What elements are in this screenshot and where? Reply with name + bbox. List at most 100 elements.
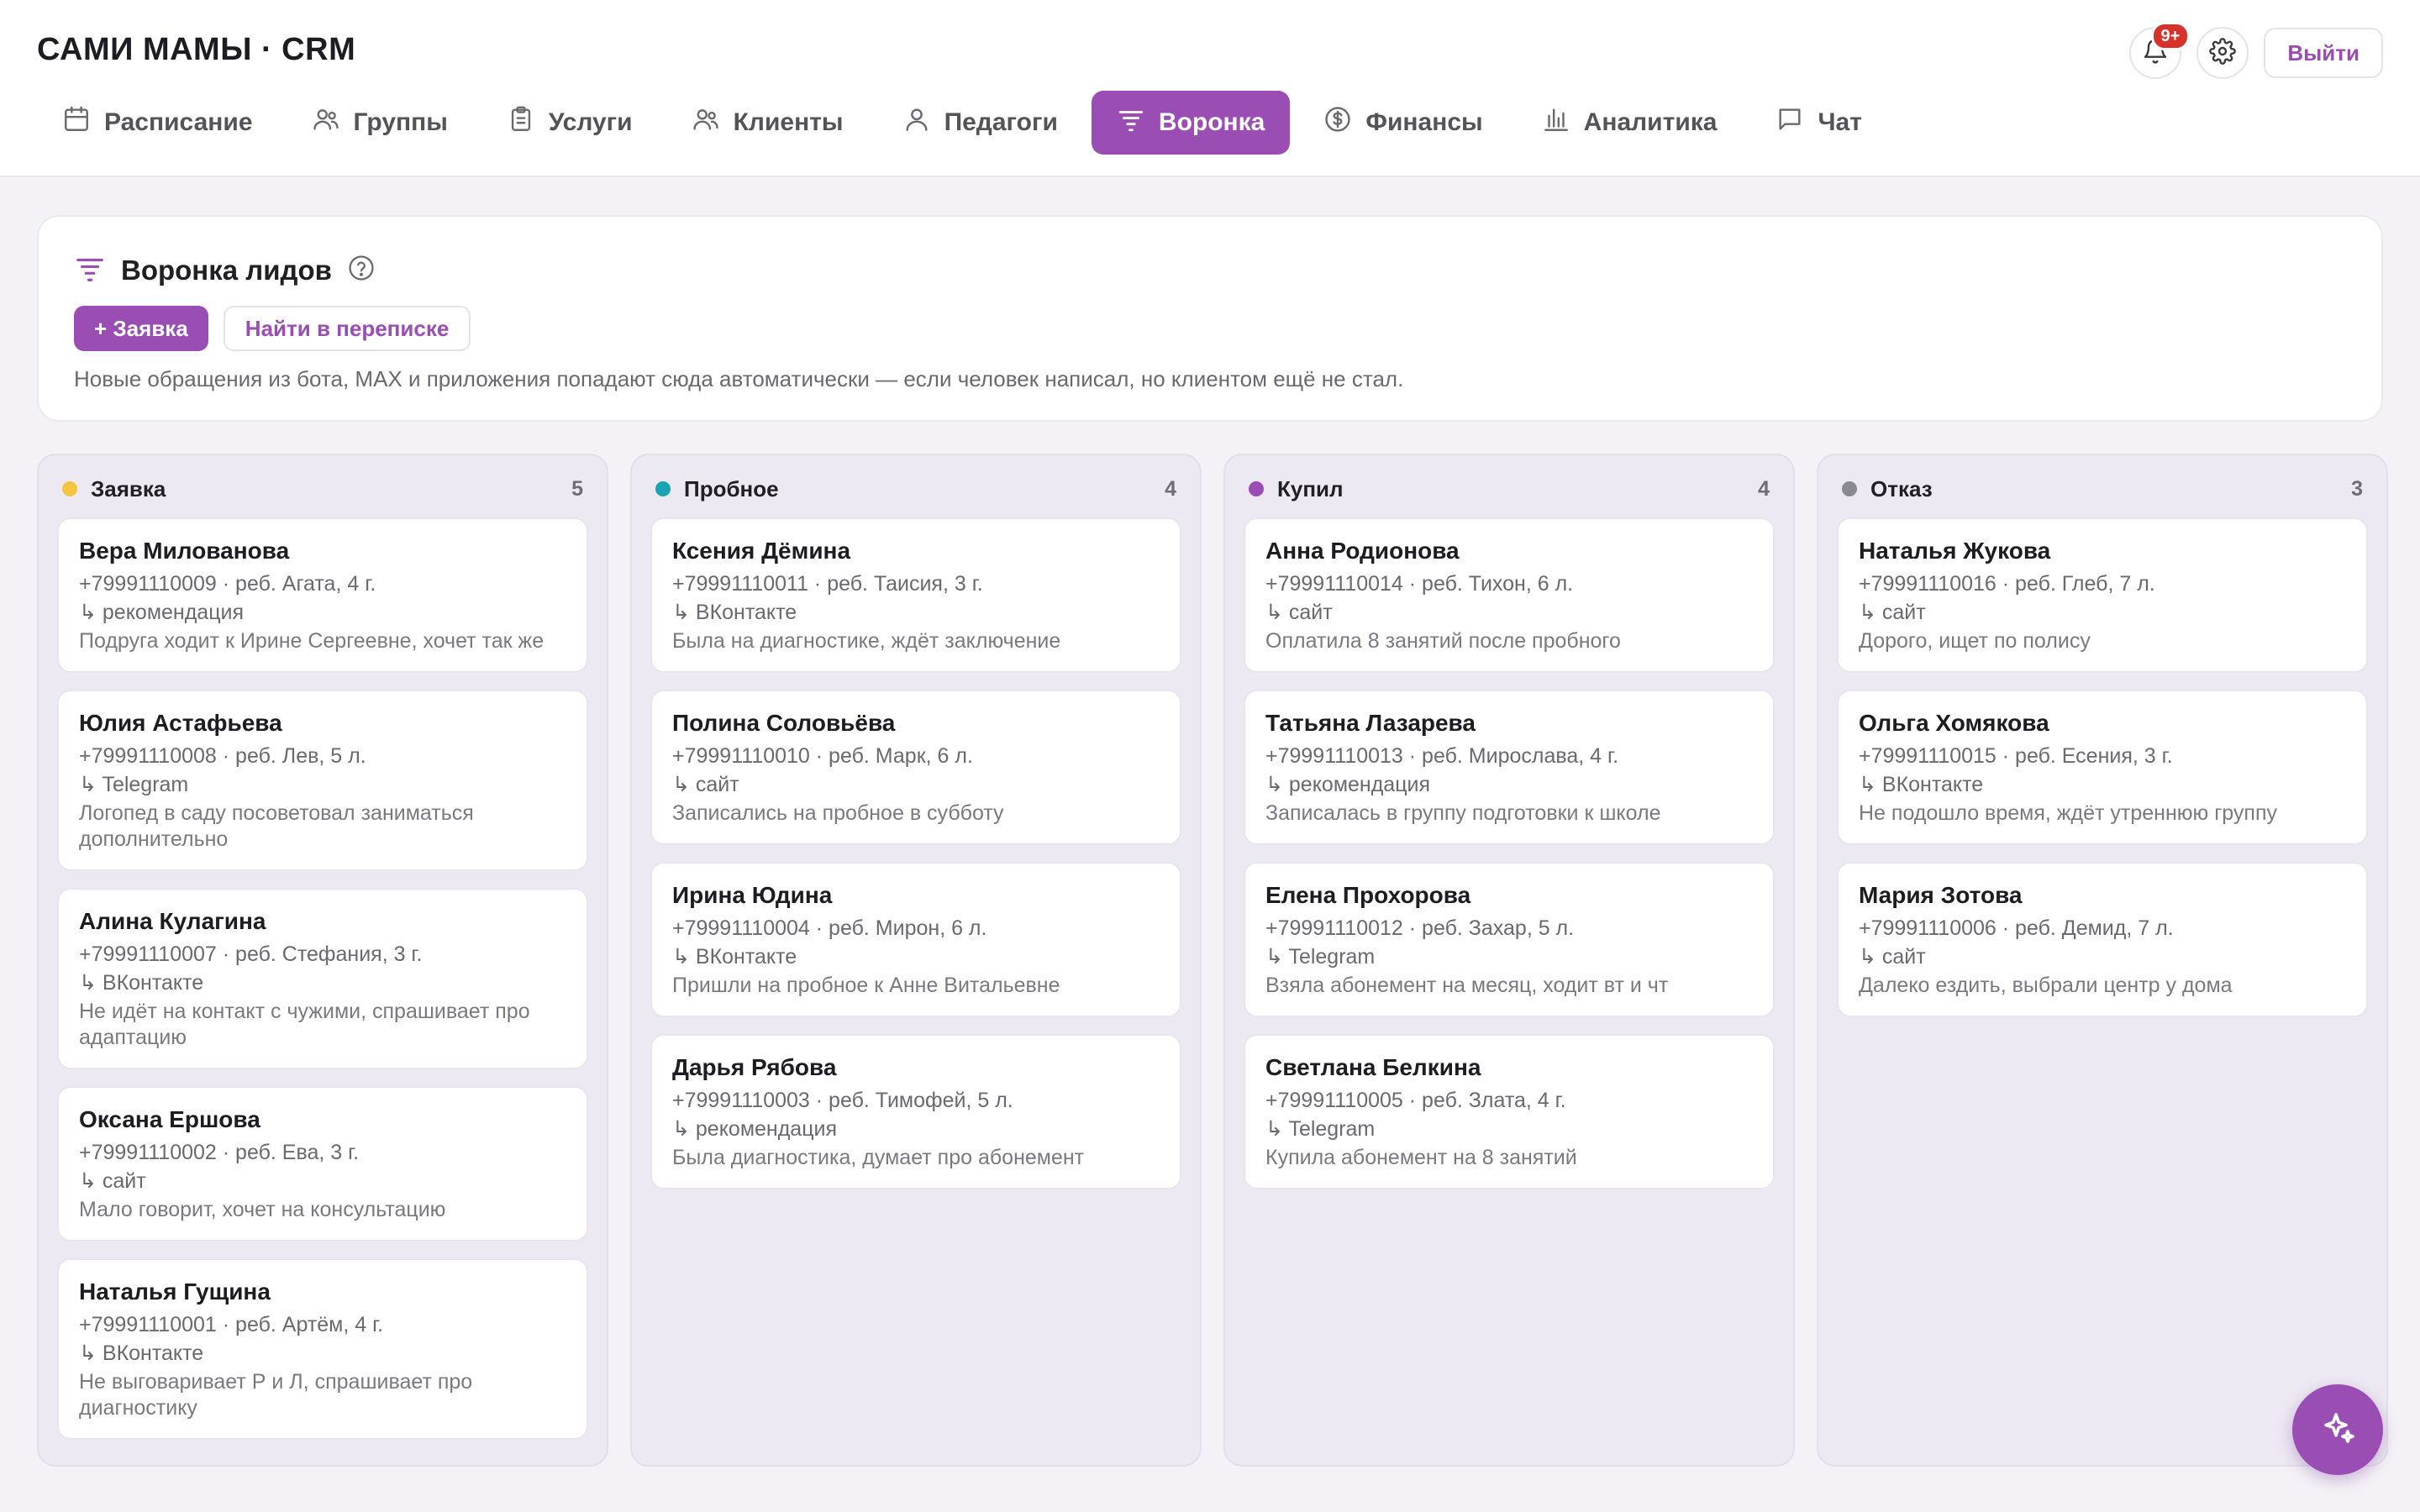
lead-card[interactable]: Наталья Гущина +79991110001 · реб. Артём,… bbox=[57, 1258, 588, 1440]
logout-button[interactable]: Выйти bbox=[2264, 28, 2383, 78]
column-count: 4 bbox=[1758, 476, 1770, 501]
lead-card[interactable]: Ирина Юдина +79991110004 · реб. Мирон, 6 … bbox=[650, 862, 1181, 1017]
lead-card[interactable]: Дарья Рябова +79991110003 · реб. Тимофей,… bbox=[650, 1034, 1181, 1189]
tab-analytics[interactable]: Аналитика bbox=[1517, 91, 1743, 155]
top-actions: 9+ Выйти bbox=[2129, 22, 2383, 79]
search-chat-button[interactable]: Найти в переписке bbox=[223, 306, 471, 351]
lead-info: +79991110009 · реб. Агата, 4 г. bbox=[79, 572, 376, 596]
lead-note: Взяла абонемент на месяц, ходит вт и чт bbox=[1265, 974, 1669, 997]
lead-source: ↳ сайт bbox=[79, 1169, 146, 1193]
app-title: САМИ МАМЫ · CRM bbox=[37, 32, 356, 67]
lead-source: ↳ сайт bbox=[1859, 601, 1926, 624]
tab-schedule[interactable]: Расписание bbox=[37, 91, 278, 155]
tab-clients[interactable]: Клиенты bbox=[666, 91, 869, 155]
lead-name: Татьяна Лазарева bbox=[1265, 710, 1476, 736]
notifications-button[interactable]: 9+ bbox=[2129, 22, 2191, 79]
main-nav: Расписание Группы Услуги Клиенты Педагог… bbox=[37, 91, 1887, 155]
lead-card[interactable]: Юлия Астафьева +79991110008 · реб. Лев, 5… bbox=[57, 690, 588, 871]
lead-name: Елена Прохорова bbox=[1265, 882, 1471, 908]
status-dot bbox=[1249, 481, 1264, 496]
tab-chat[interactable]: Чат bbox=[1750, 91, 1886, 155]
lead-card[interactable]: Светлана Белкина +79991110005 · реб. Злат… bbox=[1244, 1034, 1775, 1189]
lead-info: +79991110001 · реб. Артём, 4 г. bbox=[79, 1313, 384, 1336]
column-title: Купил bbox=[1277, 475, 1344, 501]
lead-note: Не идёт на контакт с чужими, спрашивает … bbox=[79, 1000, 530, 1049]
tab-groups[interactable]: Группы bbox=[287, 91, 473, 155]
tab-label: Педагоги bbox=[944, 108, 1058, 136]
add-lead-button[interactable]: + Заявка bbox=[74, 306, 208, 351]
tab-services[interactable]: Услуги bbox=[481, 91, 658, 155]
lead-name: Ольга Хомякова bbox=[1859, 710, 2049, 736]
lead-card[interactable]: Анна Родионова +79991110014 · реб. Тихон,… bbox=[1244, 517, 1775, 673]
column-otkaz: Отказ 3 Наталья Жукова +79991110016 · реб. … bbox=[1817, 454, 2388, 1467]
column-title: Отказ bbox=[1870, 475, 1933, 501]
lead-card[interactable]: Оксана Ершова +79991110002 · реб. Ева, 3 … bbox=[57, 1086, 588, 1242]
tab-label: Воронка bbox=[1158, 108, 1265, 136]
column-title: Заявка bbox=[91, 475, 166, 501]
lead-info: +79991110010 · реб. Марк, 6 л. bbox=[672, 744, 973, 768]
panel-title: Воронка лидов bbox=[121, 254, 332, 286]
lead-card[interactable]: Мария Зотова +79991110006 · реб. Демид, 7… bbox=[1837, 862, 2368, 1017]
lead-info: +79991110002 · реб. Ева, 3 г. bbox=[79, 1141, 360, 1164]
lead-note: Пришли на пробное к Анне Витальевне bbox=[672, 974, 1060, 997]
calendar-icon bbox=[62, 105, 91, 140]
lead-card[interactable]: Наталья Жукова +79991110016 · реб. Глеб, … bbox=[1837, 517, 2368, 673]
lead-source: ↳ сайт bbox=[1859, 945, 1926, 969]
lead-card[interactable]: Ольга Хомякова +79991110015 · реб. Есения… bbox=[1837, 690, 2368, 845]
column-count: 5 bbox=[571, 476, 583, 501]
tab-funnel[interactable]: Воронка bbox=[1091, 91, 1291, 155]
lead-info: +79991110016 · реб. Глеб, 7 л. bbox=[1859, 572, 2155, 596]
dollar-circle-icon bbox=[1323, 105, 1352, 140]
lead-info: +79991110012 · реб. Захар, 5 л. bbox=[1265, 916, 1575, 940]
column-probnoe: Пробное 4 Ксения Дёмина +79991110011 · реб.… bbox=[630, 454, 1202, 1467]
lead-source: ↳ рекомендация bbox=[1265, 773, 1431, 796]
lead-source: ↳ Telegram bbox=[1265, 945, 1376, 969]
lead-name: Юлия Астафьева bbox=[79, 710, 282, 736]
tab-teachers[interactable]: Педагоги bbox=[877, 91, 1083, 155]
lead-note: Была на диагностике, ждёт заключение bbox=[672, 629, 1061, 653]
lead-card[interactable]: Вера Милованова +79991110009 · реб. Агата… bbox=[57, 517, 588, 673]
lead-note: Купила абонемент на 8 занятий bbox=[1265, 1146, 1577, 1169]
status-dot bbox=[62, 481, 77, 496]
help-icon[interactable] bbox=[347, 254, 376, 286]
ai-assistant-button[interactable] bbox=[2292, 1384, 2383, 1475]
tab-finance[interactable]: Финансы bbox=[1298, 91, 1507, 155]
lead-name: Оксана Ершова bbox=[79, 1106, 260, 1132]
lead-name: Мария Зотова bbox=[1859, 882, 2023, 908]
card-list: Вера Милованова +79991110009 · реб. Агата… bbox=[57, 517, 588, 1440]
panel-hint: Новые обращения из бота, MAX и приложени… bbox=[74, 366, 1404, 391]
column-header: Купил 4 bbox=[1244, 472, 1775, 506]
lead-source: ↳ ВКонтакте bbox=[672, 601, 797, 624]
card-list: Наталья Жукова +79991110016 · реб. Глеб, … bbox=[1837, 517, 2368, 1017]
tab-label: Чат bbox=[1818, 108, 1862, 136]
lead-card[interactable]: Елена Прохорова +79991110012 · реб. Захар… bbox=[1244, 862, 1775, 1017]
tab-label: Группы bbox=[353, 108, 448, 136]
lead-name: Наталья Жукова bbox=[1859, 538, 2051, 564]
panel-header: Воронка лидов bbox=[74, 252, 376, 288]
gear-icon bbox=[2209, 37, 2237, 69]
tab-label: Финансы bbox=[1365, 108, 1483, 136]
lead-card[interactable]: Алина Кулагина +79991110007 · реб. Стефан… bbox=[57, 888, 588, 1069]
clients-icon bbox=[692, 105, 720, 140]
lead-source: ↳ Telegram bbox=[79, 773, 189, 796]
lead-name: Наталья Гущина bbox=[79, 1278, 271, 1305]
lead-source: ↳ ВКонтакте bbox=[672, 945, 797, 969]
lead-name: Ксения Дёмина bbox=[672, 538, 851, 564]
lead-source: ↳ сайт bbox=[672, 773, 739, 796]
tab-label: Аналитика bbox=[1583, 108, 1718, 136]
lead-info: +79991110014 · реб. Тихон, 6 л. bbox=[1265, 572, 1574, 596]
card-list: Ксения Дёмина +79991110011 · реб. Таисия,… bbox=[650, 517, 1181, 1189]
lead-info: +79991110006 · реб. Демид, 7 л. bbox=[1859, 916, 2174, 940]
lead-card[interactable]: Ксения Дёмина +79991110011 · реб. Таисия,… bbox=[650, 517, 1181, 673]
lead-card[interactable]: Полина Соловьёва +79991110010 · реб. Марк… bbox=[650, 690, 1181, 845]
lead-card[interactable]: Татьяна Лазарева +79991110013 · реб. Миро… bbox=[1244, 690, 1775, 845]
tab-label: Расписание bbox=[104, 108, 253, 136]
lead-info: +79991110013 · реб. Мирослава, 4 г. bbox=[1265, 744, 1619, 768]
settings-button[interactable] bbox=[2196, 27, 2249, 79]
chat-icon bbox=[1776, 105, 1804, 140]
kanban-board: Заявка 5 Вера Милованова +79991110009 · реб… bbox=[37, 454, 2388, 1467]
funnel-icon bbox=[74, 252, 106, 288]
column-kupil: Купил 4 Анна Родионова +79991110014 · реб. … bbox=[1223, 454, 1795, 1467]
app-header: САМИ МАМЫ · CRM 9+ Выйти Расписание Груп… bbox=[0, 0, 2420, 177]
column-zayavka: Заявка 5 Вера Милованова +79991110009 · реб… bbox=[37, 454, 608, 1467]
